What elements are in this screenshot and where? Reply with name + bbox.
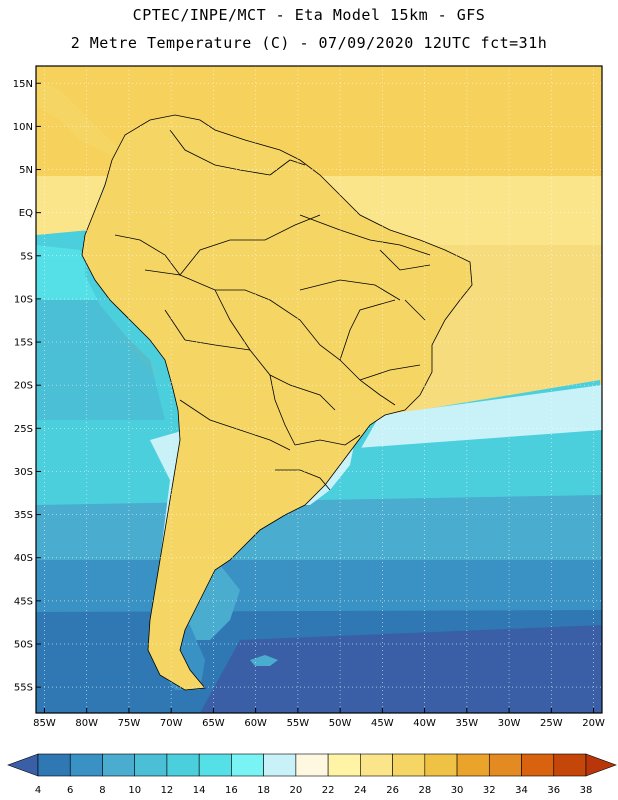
temperature-colorbar: 4 6 8 10 12 14 16 18 20 22 24 26 28 30 32 34 36 38 [7, 753, 617, 796]
lat-label: 40S [14, 553, 33, 564]
country-borders [81, 114, 473, 691]
colorbar-label: 20 [290, 785, 303, 796]
colorbar-swatch [327, 753, 361, 777]
map-field [36, 66, 602, 713]
colorbar-label: 18 [257, 785, 270, 796]
lon-label: 50W [329, 718, 352, 729]
lon-label: 65W [202, 718, 225, 729]
lat-label: 20S [14, 381, 33, 392]
colorbar-label: 36 [547, 785, 560, 796]
lon-label: 80W [75, 718, 98, 729]
colorbar-swatch [488, 753, 522, 777]
lat-label: 25S [14, 424, 33, 435]
lon-label: 75W [118, 718, 141, 729]
lon-label: 60W [244, 718, 267, 729]
colorbar-swatch [37, 753, 71, 777]
lon-label: 40W [413, 718, 436, 729]
colorbar-label: 26 [386, 785, 399, 796]
colorbar-swatch [521, 753, 555, 777]
colorbar-swatch [134, 753, 168, 777]
colorbar-label: 30 [451, 785, 464, 796]
lat-label: 15S [14, 338, 33, 349]
lat-label: EQ [19, 208, 33, 219]
lon-label: 20W [582, 718, 605, 729]
colorbar-swatch [392, 753, 426, 777]
colorbar-swatch [231, 753, 264, 777]
colorbar-label: 4 [35, 785, 41, 796]
lon-label: 85W [33, 718, 56, 729]
colorbar-label: 14 [193, 785, 206, 796]
lat-label: 35S [14, 510, 33, 521]
lat-label: 5N [19, 165, 33, 176]
colorbar-swatch [263, 753, 297, 777]
colorbar-label: 32 [483, 785, 496, 796]
colorbar-swatch [424, 753, 458, 777]
colorbar-swatch [553, 753, 587, 777]
colorbar-swatch [166, 753, 200, 777]
map-frame [35, 65, 603, 714]
lat-label: 45S [14, 596, 33, 607]
colorbar-swatch [360, 753, 393, 777]
lat-label: 15N [13, 79, 33, 90]
colorbar-label: 8 [99, 785, 105, 796]
colorbar-swatch [102, 753, 136, 777]
colorbar-label: 28 [418, 785, 431, 796]
lat-label: 30S [14, 467, 33, 478]
lon-label: 70W [160, 718, 183, 729]
colorbar-low-arrow [7, 753, 39, 777]
colorbar-swatch [456, 753, 490, 777]
lon-label: 45W [371, 718, 394, 729]
colorbar-label: 38 [580, 785, 593, 796]
map-title-line1: CPTEC/INPE/MCT - Eta Model 15km - GFS [132, 6, 486, 24]
lon-label: 30W [498, 718, 521, 729]
colorbar-swatch [198, 753, 232, 777]
colorbar-label: 6 [67, 785, 73, 796]
colorbar-high-arrow [585, 753, 617, 777]
colorbar-swatch [295, 753, 329, 777]
lat-label: 10N [13, 122, 33, 133]
map-title-line2: 2 Metre Temperature (C) - 07/09/2020 12U… [70, 34, 548, 52]
colorbar-label: 34 [515, 785, 528, 796]
colorbar-label: 22 [322, 785, 335, 796]
colorbar-label: 24 [354, 785, 367, 796]
colorbar-label: 12 [161, 785, 174, 796]
colorbar-swatch [69, 753, 103, 777]
colorbar-label: 16 [225, 785, 238, 796]
colorbar-label: 10 [128, 785, 141, 796]
lat-label: 55S [14, 683, 33, 694]
lat-label: 10S [14, 294, 33, 305]
lon-label: 25W [540, 718, 563, 729]
lon-label: 35W [456, 718, 479, 729]
lat-label: 50S [14, 639, 33, 650]
lon-label: 55W [287, 718, 310, 729]
longitude-labels: 85W 80W 75W 70W 65W 60W 55W 50W 45W 40W 35W 30W 25W 2… [33, 708, 605, 729]
latitude-labels: 15N 10N 5N EQ 5S 10S 15S 20S 25S 30S 35S 40S 45S 50S 5… [13, 79, 41, 694]
lat-label: 5S [20, 251, 33, 262]
